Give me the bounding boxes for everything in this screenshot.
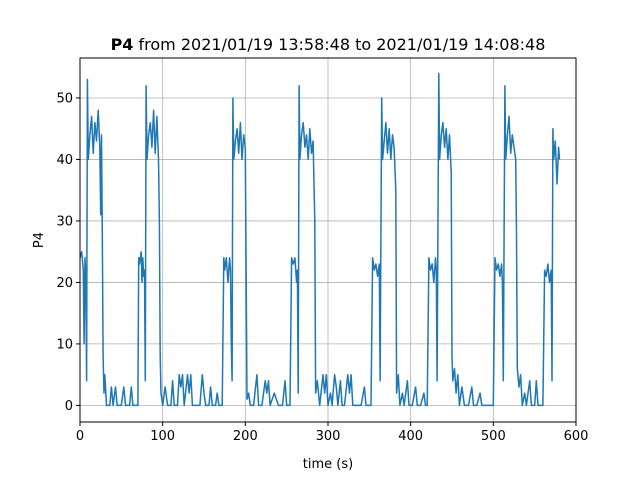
x-tick-label: 600	[564, 429, 589, 444]
y-tick-label: 10	[56, 337, 73, 352]
chart-title-bold: P4	[111, 35, 134, 54]
y-tick-label: 0	[65, 399, 73, 414]
x-axis-ticks: 0 100 200 300 400 500 600	[76, 422, 589, 444]
x-tick-label: 500	[481, 429, 506, 444]
y-axis-ticks: 0 10 20 30 40 50	[56, 91, 80, 414]
series-line	[79, 72, 561, 407]
y-axis-label: P4	[32, 232, 47, 248]
y-tick-label: 50	[56, 91, 73, 106]
x-axis-label: time (s)	[303, 457, 353, 472]
x-tick-label: 400	[398, 429, 423, 444]
y-tick-label: 20	[56, 276, 73, 291]
y-tick-label: 30	[56, 214, 73, 229]
grid	[79, 58, 577, 422]
x-tick-label: 300	[316, 429, 341, 444]
x-tick-label: 200	[233, 429, 258, 444]
chart-title: P4 from 2021/01/19 13:58:48 to 2021/01/1…	[111, 35, 546, 54]
chart-title-rest: from 2021/01/19 13:58:48 to 2021/01/19 1…	[133, 35, 545, 54]
x-tick-label: 100	[150, 429, 175, 444]
x-tick-label: 0	[76, 429, 84, 444]
y-tick-label: 40	[56, 153, 73, 168]
series-group	[79, 72, 561, 407]
